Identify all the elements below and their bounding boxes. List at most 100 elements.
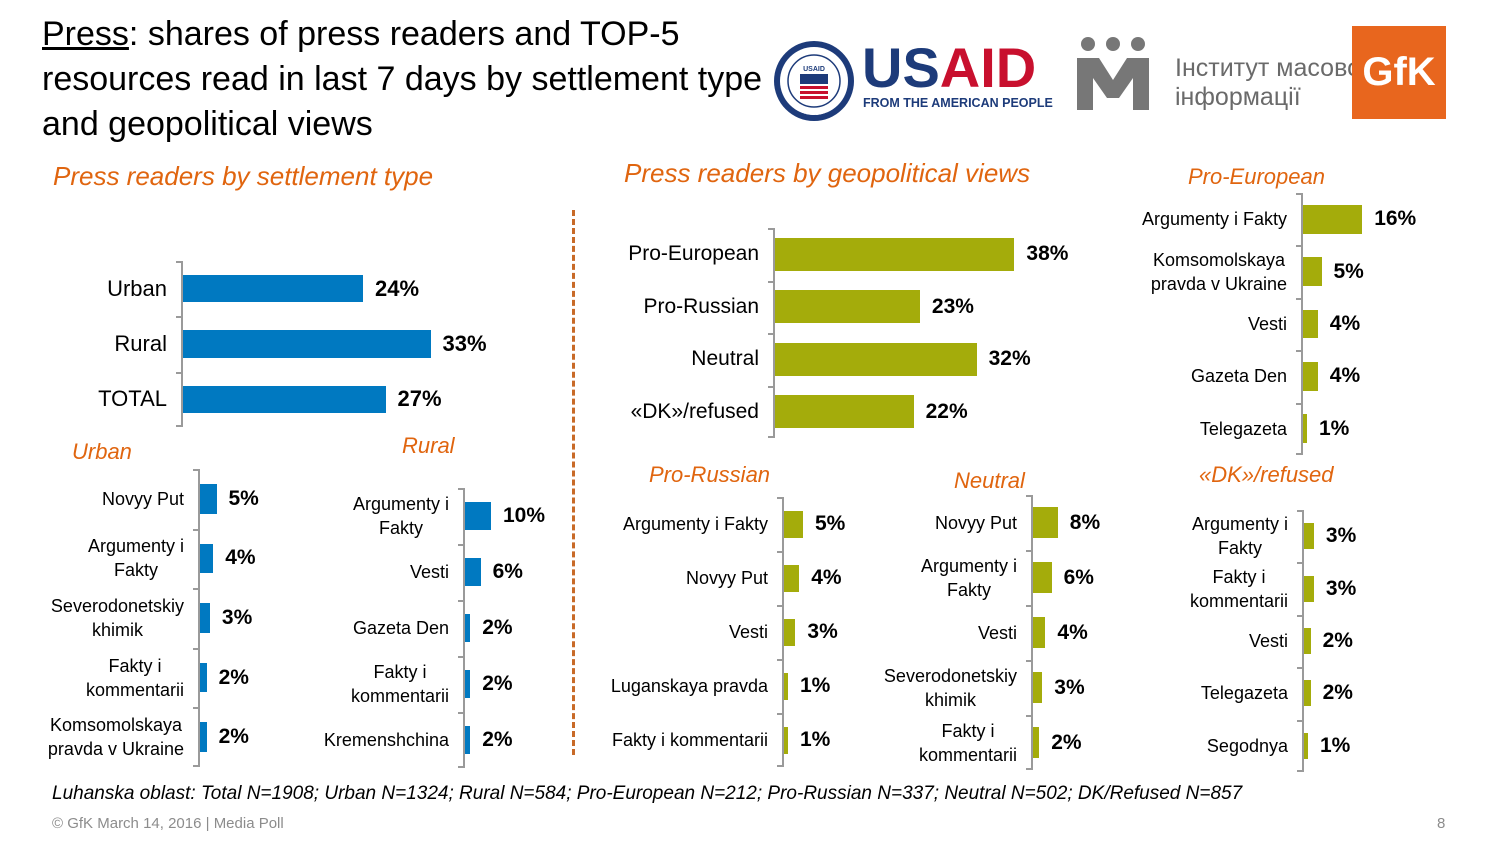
value-label: 2% — [1322, 628, 1353, 652]
category-label: Gazeta Den — [352, 618, 449, 638]
imi-logo-icon — [1077, 37, 1149, 110]
subtitle-pro-european: Pro-European — [1188, 164, 1325, 189]
title-underlined-word: Press — [42, 15, 129, 53]
bar — [1303, 257, 1322, 286]
category-label: Fakty i kommentarii — [918, 720, 1017, 765]
subtitle-urban: Urban — [72, 439, 132, 464]
value-label: 24% — [375, 275, 420, 301]
value-label: 8% — [1069, 510, 1101, 534]
category-label: Kremenshchina — [323, 730, 449, 750]
sample-footnote: Luhanska oblast: Total N=1908; Urban N=1… — [52, 783, 1243, 804]
value-label: 32% — [988, 347, 1031, 371]
bar — [200, 662, 207, 693]
axis-tick — [176, 425, 182, 427]
axis-line — [1302, 510, 1304, 772]
axis-tick — [777, 605, 783, 607]
axis-tick — [1026, 550, 1032, 552]
bar — [1033, 672, 1043, 703]
value-label: 38% — [1026, 242, 1069, 266]
axis-tick — [1026, 495, 1032, 497]
chart-pro-russian: Argumenty i Fakty 5% Novyy Put 4% Vesti 3% Lug… — [0, 497, 870, 767]
axis-tick — [458, 712, 464, 714]
usaid-wordmark-us: US — [862, 36, 940, 99]
category-label: Argumenty i Fakty — [352, 494, 449, 538]
value-label: 2% — [1051, 730, 1082, 754]
category-label: Novyy Put — [685, 568, 768, 588]
bar — [465, 670, 471, 698]
usaid-seal-logo: UNITED STATES AGENCY INTERNATIONAL DEVEL… — [774, 41, 854, 121]
bar — [775, 237, 1015, 271]
category-label: Pro-European — [628, 242, 759, 266]
chart-neutral: Novyy Put 8% Argumenty i Fakty 6% Vesti 4% Seve… — [0, 495, 1120, 770]
value-label: 16% — [1374, 207, 1417, 231]
subtitle-neutral: Neutral — [954, 468, 1025, 493]
category-label: Segodnya — [1206, 735, 1288, 756]
axis-line — [181, 261, 183, 427]
category-label: Argumenty i Fakty — [1141, 209, 1287, 230]
title-rest: : shares of press readers and TOP-5 reso… — [42, 15, 763, 143]
bar — [200, 543, 214, 574]
gfk-logo: GfK — [1352, 26, 1446, 119]
page-number: 8 — [1437, 815, 1446, 832]
category-label: Gazeta Den — [1190, 366, 1287, 387]
value-label: 4% — [1329, 311, 1361, 335]
bar — [1303, 204, 1363, 234]
subtitle-pro-russian: Pro-Russian — [649, 462, 771, 487]
category-label: Pro-Russian — [643, 294, 759, 318]
bar — [1303, 309, 1318, 339]
value-label: 3% — [1325, 576, 1357, 600]
seal-inner-text: USAID — [803, 66, 825, 73]
value-label: 1% — [1320, 733, 1351, 757]
axis-tick — [193, 469, 199, 471]
chart-rural: Argumenty i Fakty 10% Vesti 6% Gazeta Den 2% Fa… — [0, 488, 570, 768]
bar — [183, 330, 431, 358]
bar — [1303, 414, 1307, 444]
bar — [200, 722, 207, 753]
bar — [775, 290, 920, 324]
value-label: 5% — [815, 512, 846, 535]
category-label: Vesti — [1247, 313, 1287, 334]
value-label: 3% — [221, 605, 253, 629]
category-label: Severodonetskiy khimik — [883, 665, 1017, 710]
imi-line-2: інформації — [1175, 83, 1301, 111]
axis-tick — [768, 280, 774, 283]
axis-line — [773, 228, 775, 438]
value-label: 1% — [800, 674, 831, 697]
category-label: Fakty i kommentarii — [85, 655, 184, 700]
category-label: Fakty i kommentarii — [611, 730, 768, 750]
category-label: Novyy Put — [101, 488, 184, 509]
chart-geopolitical: Pro-European 38% Pro-Russian 23% Neutral 32% «… — [0, 228, 1100, 438]
chart-urban: Novyy Put 5% Argumenty i Fakty 4% Severodonet… — [0, 469, 290, 767]
axis-tick — [1297, 614, 1303, 617]
bar — [784, 726, 788, 754]
axis-tick — [1026, 715, 1032, 717]
axis-tick — [1026, 605, 1032, 607]
bar — [1304, 575, 1314, 602]
category-label: Argumenty i Fakty — [87, 536, 184, 581]
axis-line — [198, 469, 200, 767]
category-label: Argumenty i Fakty — [920, 555, 1017, 600]
value-label: 1% — [800, 728, 831, 751]
imi-logo-text: Інститут масової інформації — [1175, 54, 1368, 112]
copyright-text: © GfK March 14, 2016 | Media Poll — [52, 815, 284, 832]
value-label: 5% — [1333, 259, 1364, 283]
bar — [1033, 617, 1046, 648]
category-label: Severodonetskiy khimik — [50, 595, 184, 640]
usaid-tagline: FROM THE AMERICAN PEOPLE — [863, 96, 1053, 110]
bar — [784, 618, 796, 646]
bar — [465, 726, 471, 754]
imi-line-1: Інститут масової — [1175, 54, 1368, 82]
axis-tick — [458, 488, 464, 490]
axis-tick — [777, 497, 783, 499]
category-label: Neutral — [691, 347, 759, 371]
value-label: 1% — [1319, 416, 1350, 440]
category-label: TOTAL — [98, 386, 167, 412]
value-label: 3% — [1054, 675, 1085, 699]
bar — [1304, 523, 1314, 550]
category-label: Argumenty i Fakty — [622, 514, 768, 534]
value-label: 27% — [397, 386, 442, 412]
axis-tick — [777, 659, 783, 661]
axis-tick — [1296, 193, 1302, 195]
axis-tick — [768, 333, 774, 335]
axis-tick — [1296, 297, 1302, 300]
